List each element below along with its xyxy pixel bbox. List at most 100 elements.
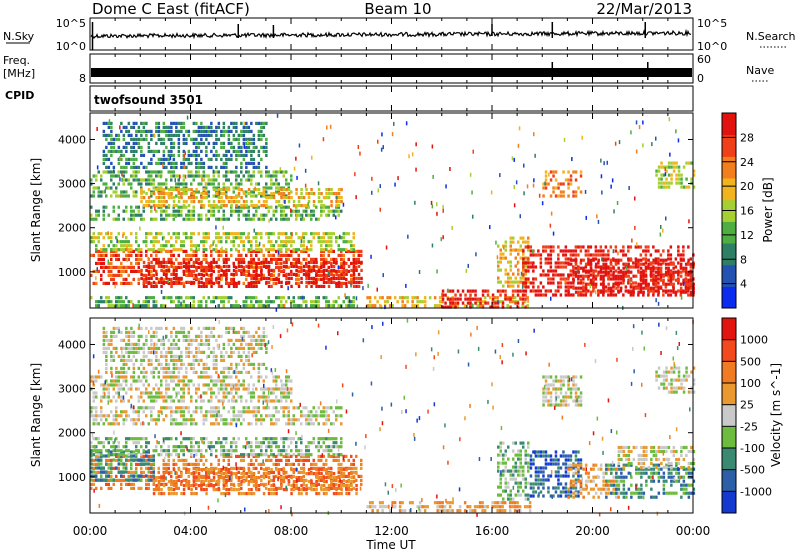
- heatmap-cell: [235, 257, 238, 261]
- heatmap-cell: [177, 192, 181, 196]
- heatmap-cell: [105, 454, 108, 458]
- heatmap-cell: [140, 133, 143, 137]
- heatmap-cell: [247, 462, 250, 466]
- heatmap-cell: [330, 244, 333, 248]
- heatmap-cell: [115, 478, 118, 482]
- heatmap-cell: [307, 202, 309, 207]
- heatmap-cell: [147, 296, 150, 300]
- heatmap-cell: [200, 205, 203, 209]
- heatmap-cell: [152, 300, 155, 304]
- heatmap-cell: [252, 137, 256, 141]
- heatmap-cell: [170, 284, 173, 288]
- heatmap-cell: [330, 240, 333, 244]
- heatmap-cell: [270, 300, 273, 304]
- heatmap-cell: [327, 240, 330, 244]
- heatmap-cell: [132, 125, 136, 129]
- heatmap-cell: [257, 300, 260, 304]
- heatmap-cell: [322, 488, 326, 492]
- heatmap-cell: [340, 264, 343, 268]
- heatmap-cell: [112, 281, 115, 285]
- heatmap-cell: [632, 281, 635, 285]
- heatmap-cell: [255, 261, 258, 265]
- heatmap-cell: [245, 273, 248, 277]
- heatmap-cell: [190, 264, 193, 268]
- heatmap-cell: [192, 492, 196, 496]
- heatmap-cell: [132, 153, 136, 157]
- heatmap-cell: [120, 244, 123, 248]
- heatmap-cell: [642, 257, 645, 261]
- heatmap-cell: [589, 278, 593, 282]
- heatmap-cell: [350, 244, 353, 248]
- heatmap-cell: [260, 462, 263, 466]
- heatmap-cell: [275, 174, 278, 178]
- heatmap-cell: [634, 265, 638, 269]
- heatmap-cell: [684, 266, 688, 270]
- heatmap-cell: [352, 257, 355, 261]
- heatmap-cell: [652, 282, 655, 286]
- heatmap-cell: [557, 182, 560, 186]
- heatmap-cell: [305, 209, 308, 213]
- heatmap-cell: [347, 480, 351, 484]
- heatmap-cell: [379, 207, 381, 212]
- heatmap-cell: [125, 257, 128, 261]
- heatmap-cell: [547, 257, 550, 261]
- heatmap-cell: [667, 185, 671, 189]
- heatmap-cell: [195, 462, 198, 466]
- heatmap-cell: [221, 276, 223, 281]
- heatmap-cell: [340, 196, 343, 200]
- heatmap-cell: [527, 245, 530, 249]
- heatmap-cell: [160, 488, 163, 492]
- heatmap-cell: [350, 462, 353, 466]
- heatmap-cell: [135, 174, 138, 178]
- heatmap-cell: [494, 301, 497, 305]
- heatmap-cell: [127, 248, 130, 252]
- heatmap-cell: [595, 290, 597, 295]
- heatmap-cell: [130, 133, 133, 137]
- heatmap-cell: [202, 244, 205, 248]
- heatmap-cell: [252, 472, 256, 476]
- heatmap-cell: [504, 240, 507, 244]
- heatmap-cell: [147, 248, 150, 252]
- heatmap-cell: [200, 264, 203, 268]
- heatmap-cell: [642, 281, 645, 285]
- heatmap-cell: [659, 270, 663, 274]
- heatmap-cell: [692, 282, 695, 286]
- heatmap-cell: [227, 300, 230, 304]
- heatmap-cell: [155, 304, 158, 308]
- heatmap-cell: [202, 248, 205, 252]
- heatmap-cell: [345, 281, 348, 285]
- heatmap-cell: [175, 121, 178, 125]
- heatmap-cell: [117, 466, 120, 470]
- heatmap-cell: [145, 133, 148, 137]
- heatmap-cell: [225, 260, 228, 264]
- heatmap-cell: [282, 488, 286, 492]
- heatmap-cell: [602, 253, 605, 257]
- heatmap-cell: [107, 213, 110, 217]
- heatmap-cell: [200, 217, 203, 221]
- heatmap-cell: [310, 304, 313, 308]
- heatmap-cell: [527, 285, 530, 289]
- heatmap-cell: [182, 125, 186, 129]
- heatmap-cell: [110, 129, 113, 133]
- heatmap-cell: [396, 300, 399, 304]
- heatmap-cell: [257, 304, 260, 308]
- heatmap-cell: [157, 480, 161, 484]
- heatmap-cell: [172, 174, 175, 178]
- heatmap-cell: [132, 209, 135, 213]
- heatmap-cell: [305, 249, 308, 253]
- heatmap-cell: [200, 157, 203, 161]
- heatmap-cell: [347, 458, 350, 462]
- heatmap-cell: [584, 293, 588, 297]
- heatmap-cell: [177, 248, 180, 252]
- heatmap-cell: [522, 261, 525, 265]
- heatmap-cell: [665, 181, 668, 185]
- heatmap-cell: [140, 304, 143, 308]
- heatmap-cell: [514, 276, 517, 280]
- heatmap-cell: [285, 217, 288, 221]
- heatmap-cell: [210, 260, 213, 264]
- heatmap-cell: [120, 248, 123, 252]
- heatmap-cell: [110, 161, 113, 165]
- heatmap-cell: [572, 281, 575, 285]
- heatmap-cell: [240, 486, 243, 490]
- heatmap-cell: [243, 121, 245, 126]
